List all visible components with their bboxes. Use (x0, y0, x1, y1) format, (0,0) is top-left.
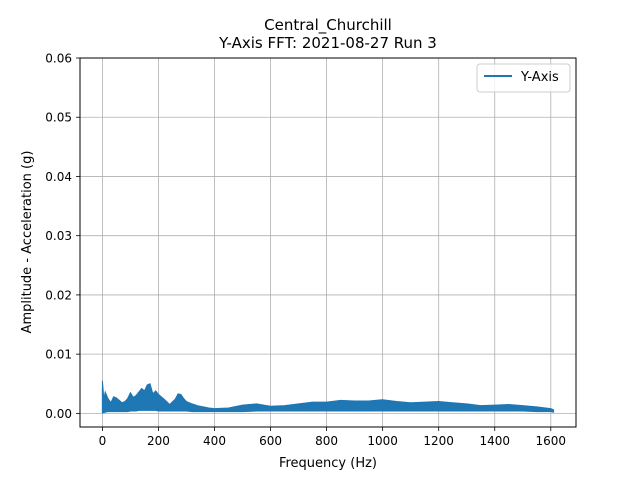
x-tick-label: 1200 (423, 434, 454, 448)
legend: Y-Axis (477, 64, 570, 92)
x-tick-label: 400 (203, 434, 226, 448)
x-tick-label: 1600 (536, 434, 567, 448)
y-tick-label: 0.05 (45, 111, 72, 125)
x-tick-label: 800 (315, 434, 338, 448)
chart-subtitle: Y-Axis FFT: 2021-08-27 Run 3 (218, 34, 437, 52)
y-tick-label: 0.01 (45, 348, 72, 362)
x-tick-label: 0 (99, 434, 107, 448)
y-tick-label: 0.04 (45, 170, 72, 184)
x-tick-label: 600 (259, 434, 282, 448)
legend-label-y-axis: Y-Axis (520, 70, 559, 85)
y-tick-label: 0.06 (45, 52, 72, 66)
y-tick-label: 0.00 (45, 407, 72, 421)
x-tick-label: 1400 (479, 434, 510, 448)
x-axis-label: Frequency (Hz) (279, 456, 377, 471)
chart-title: Central_Churchill (264, 16, 392, 35)
y-axis-label: Amplitude - Acceleration (g) (20, 151, 35, 334)
y-tick-label: 0.02 (45, 288, 72, 302)
x-tick-label: 1000 (367, 434, 398, 448)
x-tick-label: 200 (147, 434, 170, 448)
y-tick-label: 0.03 (45, 229, 72, 243)
